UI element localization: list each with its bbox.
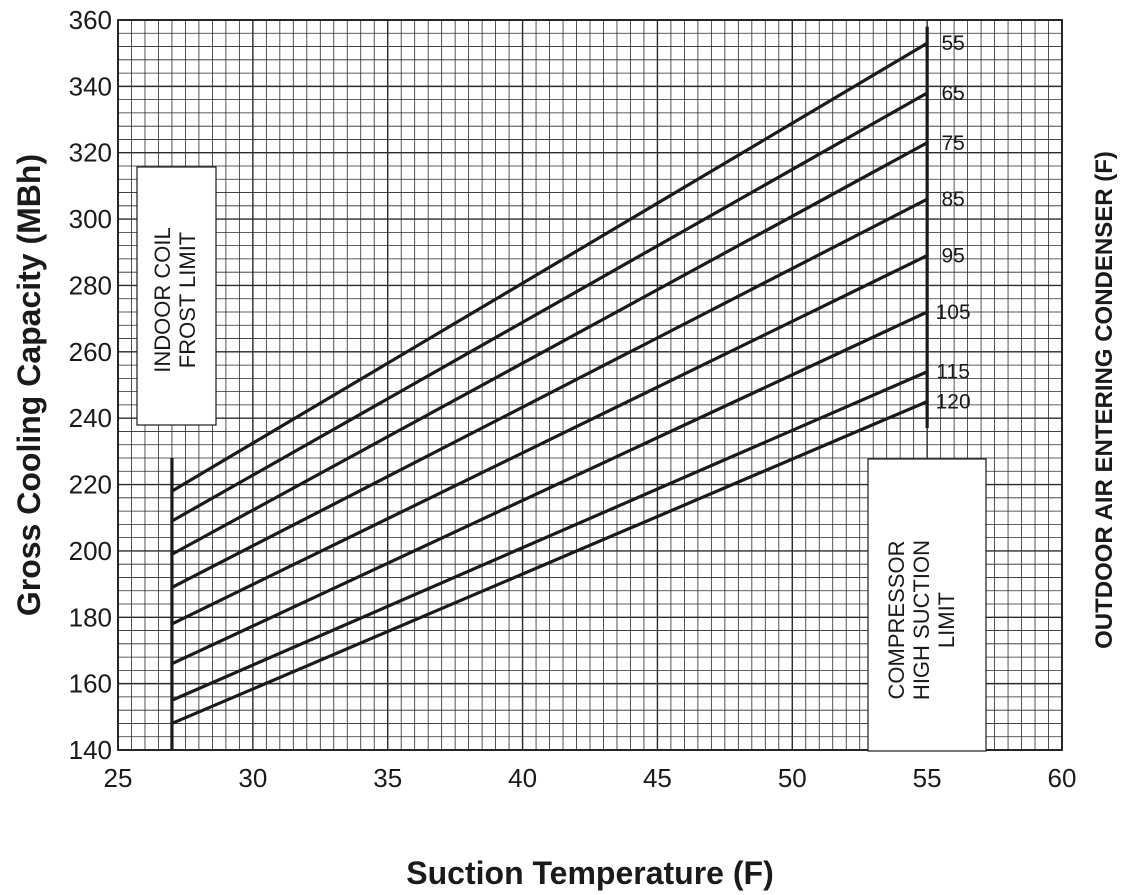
frost-limit-box bbox=[136, 166, 217, 426]
series-line-75 bbox=[170, 141, 929, 556]
series-label-75: 75 bbox=[941, 132, 964, 155]
suction-limit-line-3: LIMIT bbox=[934, 592, 959, 648]
series-label-55: 55 bbox=[941, 32, 964, 55]
x-tick-label: 60 bbox=[1048, 763, 1077, 793]
series-label-65: 65 bbox=[941, 82, 964, 105]
y-tick-label: 140 bbox=[69, 735, 112, 765]
series-line-105 bbox=[170, 310, 929, 666]
series-line-120 bbox=[170, 399, 929, 726]
y-axis-title: Gross Cooling Capacity (MBh) bbox=[11, 154, 47, 616]
series bbox=[170, 41, 929, 726]
series-line-95 bbox=[170, 253, 929, 626]
x-tick-label: 45 bbox=[643, 763, 672, 793]
frost-limit-line-2: FROST LIMIT bbox=[175, 232, 200, 369]
suction-limit-note: COMPRESSOR HIGH SUCTION LIMIT bbox=[867, 458, 987, 752]
x-tick-label: 50 bbox=[778, 763, 807, 793]
x-axis-title: Suction Temperature (F) bbox=[406, 855, 773, 891]
series-label-115: 115 bbox=[936, 361, 969, 384]
y-tick-label: 220 bbox=[69, 470, 112, 500]
y-tick-label: 340 bbox=[69, 71, 112, 101]
right-axis-title: OUTDOOR AIR ENTERING CONDENSER (F) bbox=[1091, 151, 1118, 649]
ticks: 25 30 35 40 45 50 55 60 140 160 180 200 220 240 260 280… bbox=[69, 5, 1077, 793]
series-label-120: 120 bbox=[936, 391, 971, 414]
x-tick-label: 40 bbox=[508, 763, 537, 793]
series-line-65 bbox=[170, 91, 929, 523]
y-tick-label: 180 bbox=[69, 602, 112, 632]
limit-lines bbox=[170, 26, 929, 750]
series-line-55 bbox=[170, 41, 929, 493]
x-tick-label: 35 bbox=[373, 763, 402, 793]
y-tick-label: 360 bbox=[69, 5, 112, 35]
plot-frame bbox=[117, 19, 1063, 751]
series-line-115 bbox=[170, 370, 929, 702]
frost-limit-note: INDOOR COIL FROST LIMIT bbox=[136, 166, 217, 426]
y-tick-label: 320 bbox=[69, 138, 112, 168]
x-tick-label: 30 bbox=[238, 763, 267, 793]
x-tick-label: 55 bbox=[913, 763, 942, 793]
y-tick-label: 260 bbox=[69, 337, 112, 367]
y-tick-label: 160 bbox=[69, 669, 112, 699]
series-labels: 55 65 75 85 95 105 115 120 bbox=[936, 32, 971, 413]
series-line-85 bbox=[170, 197, 929, 590]
series-label-105: 105 bbox=[936, 301, 971, 324]
y-tick-label: 240 bbox=[69, 403, 112, 433]
series-label-85: 85 bbox=[941, 188, 964, 211]
series-label-95: 95 bbox=[941, 245, 964, 268]
suction-limit-line-2: HIGH SUCTION bbox=[909, 540, 934, 700]
suction-limit-box bbox=[867, 458, 987, 752]
y-tick-label: 300 bbox=[69, 204, 112, 234]
x-tick-label: 25 bbox=[104, 763, 133, 793]
y-tick-label: 280 bbox=[69, 270, 112, 300]
frost-limit-line-1: INDOOR COIL bbox=[150, 227, 175, 372]
y-tick-label: 200 bbox=[69, 536, 112, 566]
suction-limit-line-1: COMPRESSOR bbox=[884, 541, 909, 700]
